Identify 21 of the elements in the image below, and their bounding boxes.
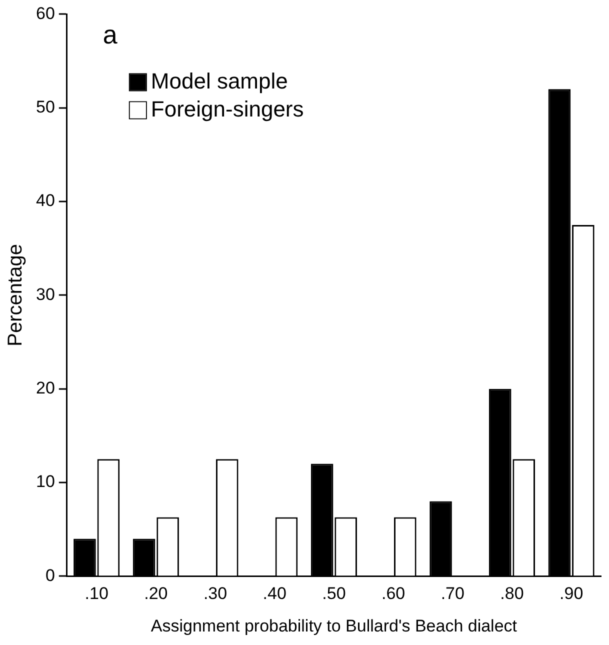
y-tick-label: 30 — [36, 284, 55, 304]
y-tick-label: 60 — [36, 4, 55, 23]
x-tick-label: .40 — [262, 584, 286, 604]
x-tick-label: .70 — [440, 584, 464, 604]
y-tick-label: 0 — [45, 566, 55, 585]
legend-label: Foreign-singers — [150, 96, 304, 122]
y-tick-label: 20 — [36, 378, 55, 398]
x-tick-label: .10 — [84, 584, 108, 604]
annotation: a — [102, 19, 118, 50]
x-tick-label: .90 — [560, 584, 584, 604]
x-tick-label: .60 — [381, 584, 406, 604]
y-tick-label: 10 — [36, 472, 55, 492]
x-axis-title: Assignment probability to Bullard's Beach dialect — [150, 616, 518, 636]
y-axis-title: Percentage — [4, 244, 27, 346]
y-tick-label: 40 — [36, 191, 55, 210]
x-tick-label: .20 — [144, 584, 168, 604]
x-tick-label: .30 — [203, 584, 228, 604]
x-tick-label: .50 — [322, 584, 346, 604]
y-tick-label: 50 — [36, 98, 55, 117]
x-tick-label: .80 — [500, 584, 524, 604]
legend-label: Model sample — [150, 68, 288, 94]
